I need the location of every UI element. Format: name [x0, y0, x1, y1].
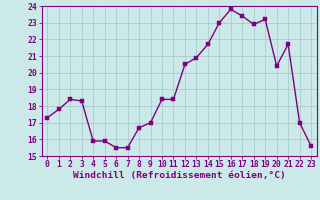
X-axis label: Windchill (Refroidissement éolien,°C): Windchill (Refroidissement éolien,°C): [73, 171, 285, 180]
